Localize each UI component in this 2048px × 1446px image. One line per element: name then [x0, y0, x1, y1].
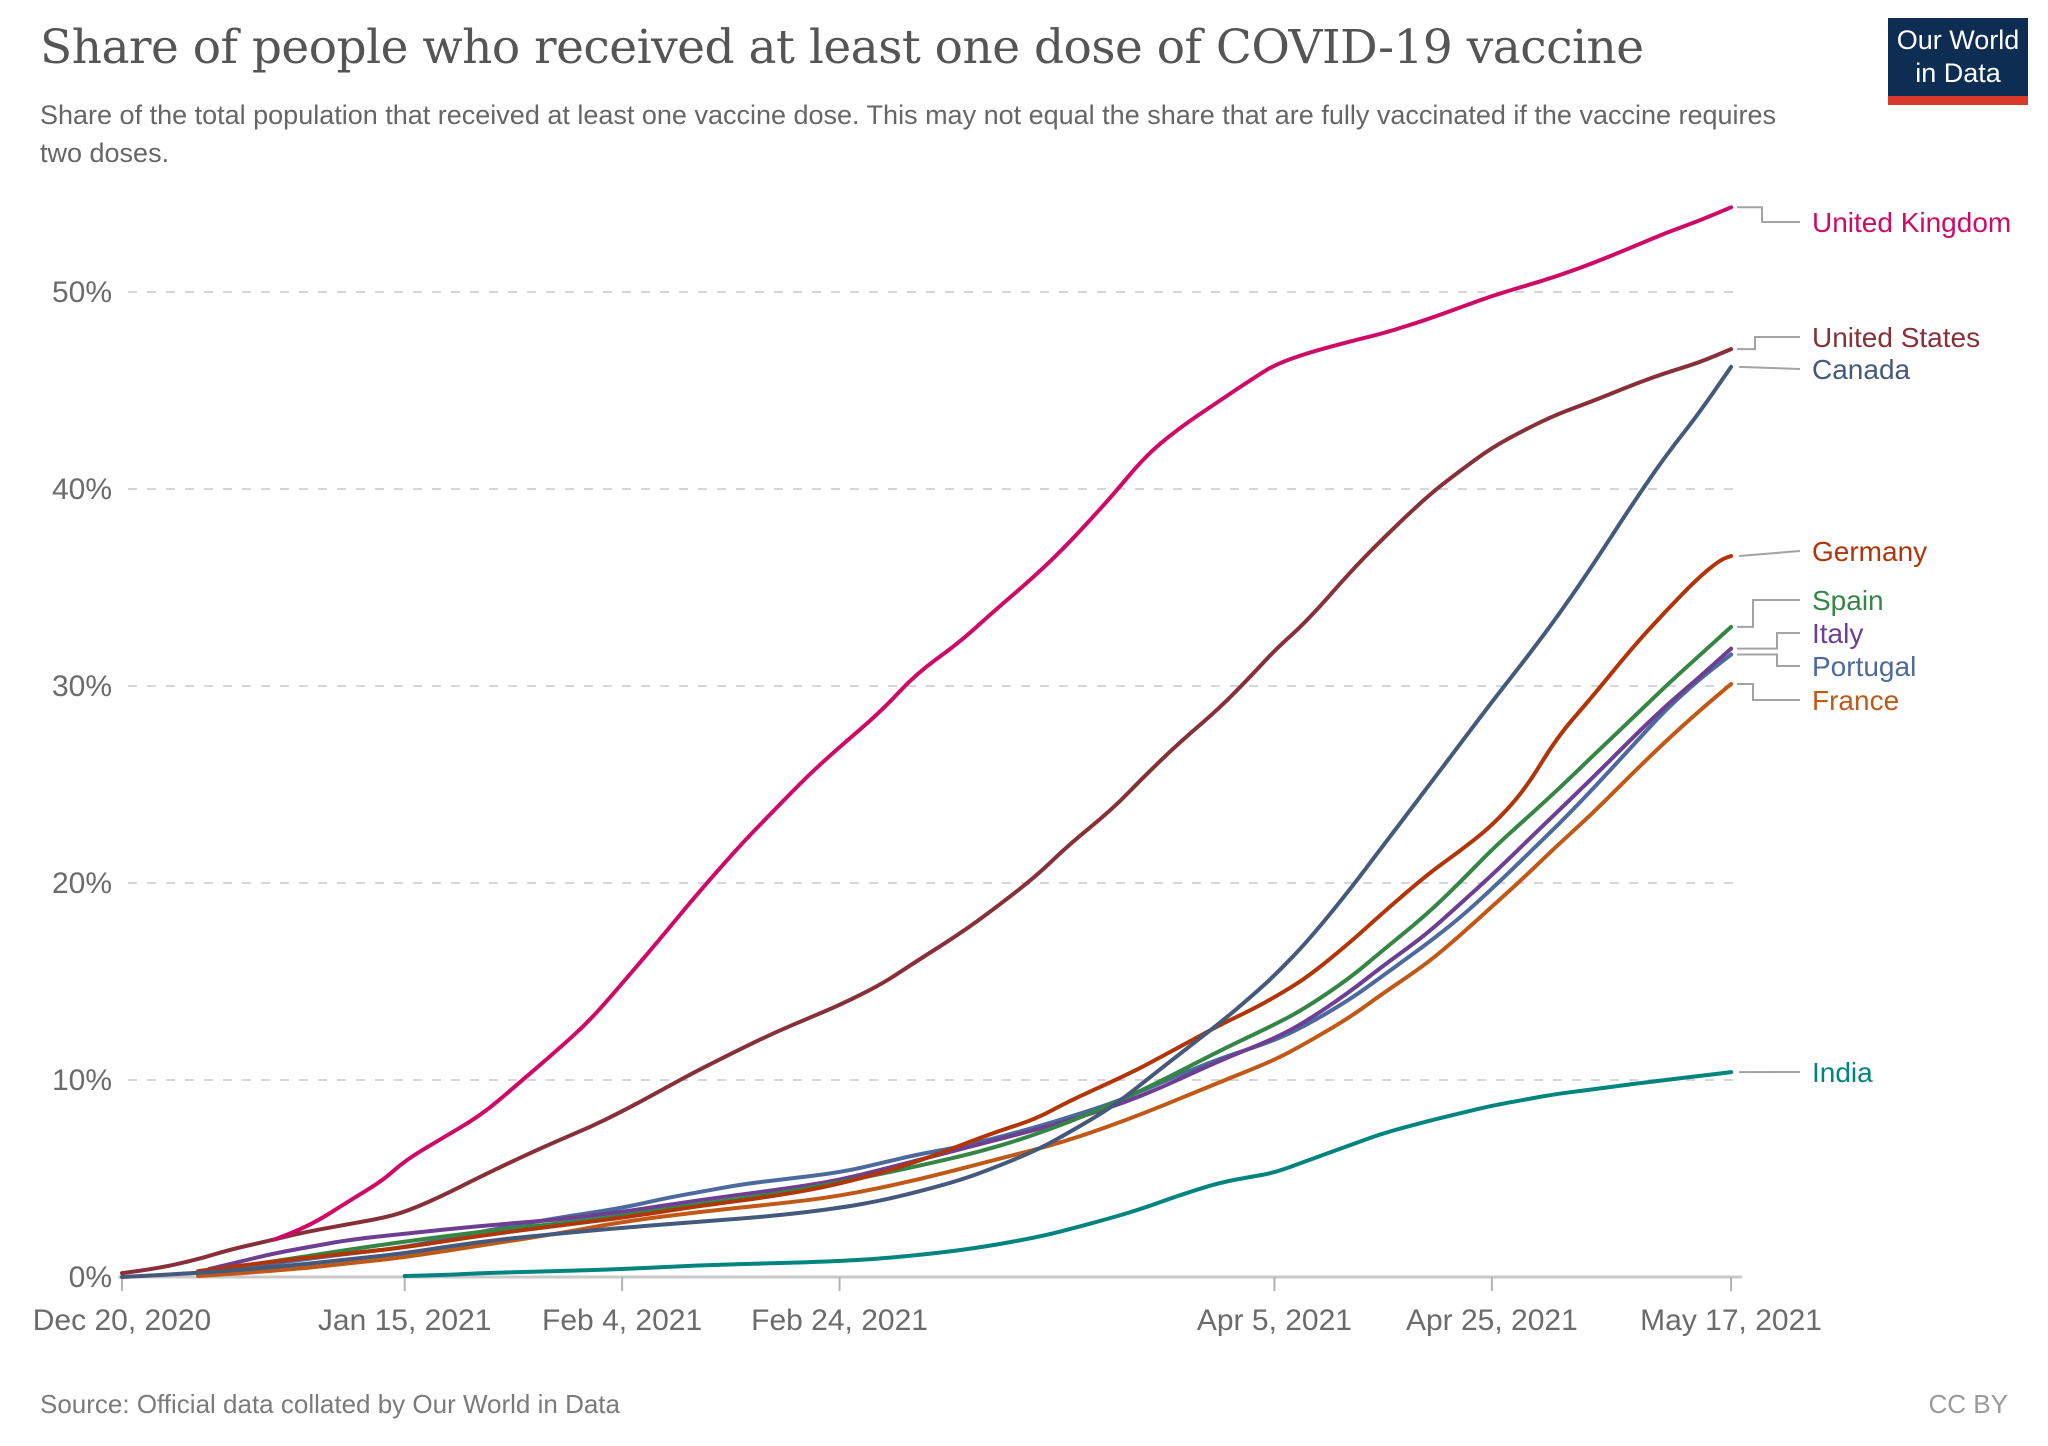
- label-connector-germany: [1738, 550, 1801, 557]
- license-badge[interactable]: CC BY: [1928, 1389, 2008, 1419]
- line-united-states[interactable]: [120, 347, 1734, 1276]
- x-tick-label-feb-24,-2021: Feb 24, 2021: [751, 1304, 928, 1337]
- label-connector-spain: [1737, 599, 1800, 628]
- x-tick-label-apr-25,-2021: Apr 25, 2021: [1406, 1304, 1578, 1337]
- label-connector-france: [1737, 683, 1800, 701]
- line-portugal[interactable]: [228, 652, 1734, 1272]
- y-tick-label-20: 20%: [52, 867, 112, 900]
- label-connector-portugal: [1737, 653, 1800, 667]
- country-label-spain[interactable]: Spain: [1812, 585, 1884, 616]
- x-tick-label-dec-20,-2020: Dec 20, 2020: [33, 1304, 211, 1337]
- x-tick-label-apr-5,-2021: Apr 5, 2021: [1197, 1304, 1352, 1337]
- owid-logo-line2: in Data: [1915, 58, 2001, 88]
- country-label-portugal[interactable]: Portugal: [1812, 651, 1916, 682]
- page-title: Share of people who received at least on…: [40, 20, 1644, 75]
- y-tick-label-0: 0%: [69, 1261, 112, 1294]
- chart-subtitle: Share of the total population that recei…: [40, 100, 1777, 169]
- country-label-canada[interactable]: Canada: [1812, 354, 1911, 385]
- country-label-india[interactable]: India: [1812, 1057, 1873, 1088]
- source-note[interactable]: Source: Official data collated by Our Wo…: [40, 1389, 620, 1419]
- line-germany[interactable]: [196, 554, 1734, 1274]
- x-tick-label-jan-15,-2021: Jan 15, 2021: [318, 1304, 491, 1337]
- x-tick-label-may-17,-2021: May 17, 2021: [1640, 1304, 1822, 1337]
- owid-logo[interactable]: Our World in Data: [1888, 18, 2028, 105]
- label-connector-italy: [1737, 632, 1800, 650]
- country-label-united-kingdom[interactable]: United Kingdom: [1812, 207, 2011, 238]
- line-united-kingdom[interactable]: [272, 205, 1734, 1242]
- line-canada[interactable]: [120, 364, 1734, 1279]
- country-label-france[interactable]: France: [1812, 685, 1899, 716]
- country-label-germany[interactable]: Germany: [1812, 536, 1927, 567]
- y-tick-label-10: 10%: [52, 1064, 112, 1097]
- y-tick-label-30: 30%: [52, 670, 112, 703]
- owid-logo-line1: Our World: [1896, 25, 2020, 56]
- country-label-united-states[interactable]: United States: [1812, 322, 1980, 353]
- label-connector-united-kingdom: [1737, 206, 1800, 223]
- line-france[interactable]: [196, 682, 1734, 1278]
- label-connector-canada: [1739, 365, 1801, 370]
- label-connector-united-states: [1737, 336, 1800, 351]
- country-label-italy[interactable]: Italy: [1812, 618, 1863, 649]
- line-spain[interactable]: [207, 624, 1734, 1274]
- y-tick-label-40: 40%: [52, 473, 112, 506]
- line-india[interactable]: [402, 1070, 1734, 1278]
- y-tick-label-50: 50%: [52, 276, 112, 309]
- x-tick-label-feb-4,-2021: Feb 4, 2021: [542, 1304, 702, 1337]
